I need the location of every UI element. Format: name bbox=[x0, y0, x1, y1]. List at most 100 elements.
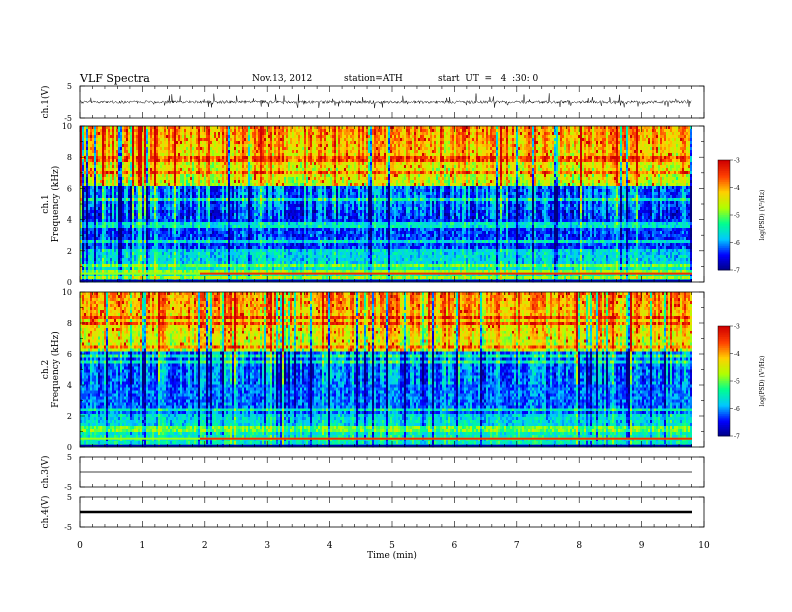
colorbar-segment bbox=[718, 434, 730, 437]
colorbar-segment bbox=[718, 268, 730, 271]
colorbar-segment bbox=[718, 260, 730, 264]
colorbar-segment bbox=[718, 226, 730, 229]
colorbar-segment bbox=[718, 388, 730, 391]
colorbar-segment bbox=[718, 194, 730, 198]
colorbar-segment bbox=[718, 216, 730, 220]
colorbar-segment bbox=[718, 426, 730, 430]
colorbar-tick-label: -3 bbox=[734, 324, 740, 331]
colorbar-segment bbox=[718, 410, 730, 413]
colorbar-segment bbox=[718, 412, 730, 415]
x-tick-label: 10 bbox=[698, 541, 710, 551]
colorbar-segment bbox=[718, 399, 730, 402]
start-time-label: start UT = 4 :30: 0 bbox=[438, 74, 538, 84]
colorbar-segment bbox=[718, 327, 730, 331]
y-tick-label: -5 bbox=[64, 523, 72, 532]
y-axis-label: ch.4(V) bbox=[40, 496, 51, 529]
colorbar-segment bbox=[718, 421, 730, 424]
colorbar-segment bbox=[718, 393, 730, 397]
x-tick-label: 9 bbox=[639, 541, 645, 551]
y-axis-label: ch.1(V) bbox=[40, 86, 51, 119]
colorbar-segment bbox=[718, 430, 730, 433]
y-tick-label: 4 bbox=[67, 216, 72, 225]
colorbar-segment bbox=[718, 331, 730, 334]
colorbar-segment bbox=[718, 362, 730, 365]
x-tick-label: 3 bbox=[264, 541, 270, 551]
colorbar-tick-label: -4 bbox=[734, 351, 740, 358]
y-axis-label: Frequency (kHz) bbox=[50, 166, 61, 243]
colorbar-segment bbox=[718, 249, 730, 253]
colorbar-tick-label: -7 bbox=[734, 434, 740, 441]
x-tick-label: 5 bbox=[389, 541, 395, 551]
colorbar-segment bbox=[718, 222, 730, 225]
colorbar-segment bbox=[718, 370, 730, 373]
colorbar-segment bbox=[718, 248, 730, 251]
colorbar-segment bbox=[718, 204, 730, 207]
colorbar-segment bbox=[718, 259, 730, 262]
colorbar-segment bbox=[718, 375, 730, 378]
colorbar-tick-label: -6 bbox=[734, 406, 740, 413]
colorbar-segment bbox=[718, 379, 730, 382]
y-tick-label: 2 bbox=[67, 412, 72, 421]
colorbar-segment bbox=[718, 218, 730, 221]
colorbar-segment bbox=[718, 417, 730, 420]
colorbar-segment bbox=[718, 163, 730, 166]
colorbar-segment bbox=[718, 401, 730, 404]
colorbar-segment bbox=[718, 371, 730, 375]
colorbar-segment bbox=[718, 171, 730, 174]
colorbar-segment bbox=[718, 215, 730, 218]
y-axis-label: ch.2 bbox=[41, 360, 51, 379]
colorbar-segment bbox=[718, 338, 730, 342]
colorbar-segment bbox=[718, 428, 730, 431]
colorbar-segment bbox=[718, 205, 730, 209]
spectral-line bbox=[80, 279, 692, 282]
colorbar-segment bbox=[718, 348, 730, 351]
colorbar-segment bbox=[718, 373, 730, 376]
y-tick-label: -5 bbox=[64, 483, 72, 492]
y-tick-label: -5 bbox=[64, 114, 72, 123]
colorbar-segment bbox=[718, 160, 730, 163]
no-data-region bbox=[692, 126, 704, 282]
y-tick-label: 6 bbox=[67, 350, 72, 359]
colorbar-segment bbox=[718, 237, 730, 240]
x-tick-label: 6 bbox=[452, 541, 458, 551]
colorbar-segment bbox=[718, 333, 730, 336]
colorbar-segment bbox=[718, 185, 730, 188]
colorbar-segment bbox=[718, 360, 730, 364]
colorbar-segment bbox=[718, 200, 730, 203]
spectral-line bbox=[200, 437, 692, 440]
y-tick-label: 4 bbox=[67, 381, 72, 390]
colorbar-segment bbox=[718, 178, 730, 181]
colorbar-tick-label: -7 bbox=[734, 268, 740, 275]
colorbar-segment bbox=[718, 227, 730, 231]
date-label: Nov.13, 2012 bbox=[252, 74, 312, 84]
colorbar-segment bbox=[718, 220, 730, 223]
y-axis-label: ch.3(V) bbox=[40, 456, 51, 489]
colorbar-tick-label: -4 bbox=[734, 185, 740, 192]
colorbar-segment bbox=[718, 337, 730, 340]
colorbar-tick-label: -6 bbox=[734, 240, 740, 247]
colorbar-segment bbox=[718, 172, 730, 176]
colorbar-segment bbox=[718, 414, 730, 417]
colorbar-segment bbox=[718, 382, 730, 386]
spectrogram-image bbox=[80, 126, 692, 283]
colorbar-segment bbox=[718, 180, 730, 183]
station-label: station=ATH bbox=[344, 74, 403, 84]
colorbar-segment bbox=[718, 326, 730, 329]
plot-title: VLF Spectra bbox=[80, 72, 150, 85]
colorbar-segment bbox=[718, 329, 730, 332]
colorbar-segment bbox=[718, 240, 730, 243]
colorbar-segment bbox=[718, 349, 730, 353]
colorbar-segment bbox=[718, 344, 730, 347]
x-tick-label: 1 bbox=[140, 541, 146, 551]
colorbar-segment bbox=[718, 266, 730, 269]
colorbar-segment bbox=[718, 244, 730, 247]
colorbar-segment bbox=[718, 233, 730, 236]
colorbar-segment bbox=[718, 357, 730, 360]
colorbar-segment bbox=[718, 335, 730, 338]
colorbar-segment bbox=[718, 189, 730, 192]
colorbar-segment bbox=[718, 257, 730, 260]
spectral-line bbox=[200, 272, 692, 275]
colorbar-segment bbox=[718, 224, 730, 227]
colorbar-tick-label: -3 bbox=[734, 158, 740, 165]
colorbar-segment bbox=[718, 251, 730, 254]
